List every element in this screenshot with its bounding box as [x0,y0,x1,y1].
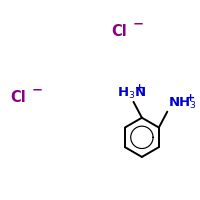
Text: H$_3$N: H$_3$N [117,86,146,101]
Text: −: − [133,18,144,31]
Text: NH$_3$: NH$_3$ [168,96,197,111]
Text: Cl: Cl [10,90,26,105]
Text: +: + [186,93,195,103]
Text: −: − [32,83,43,96]
Text: Cl: Cl [111,24,127,39]
Text: +: + [135,83,145,93]
